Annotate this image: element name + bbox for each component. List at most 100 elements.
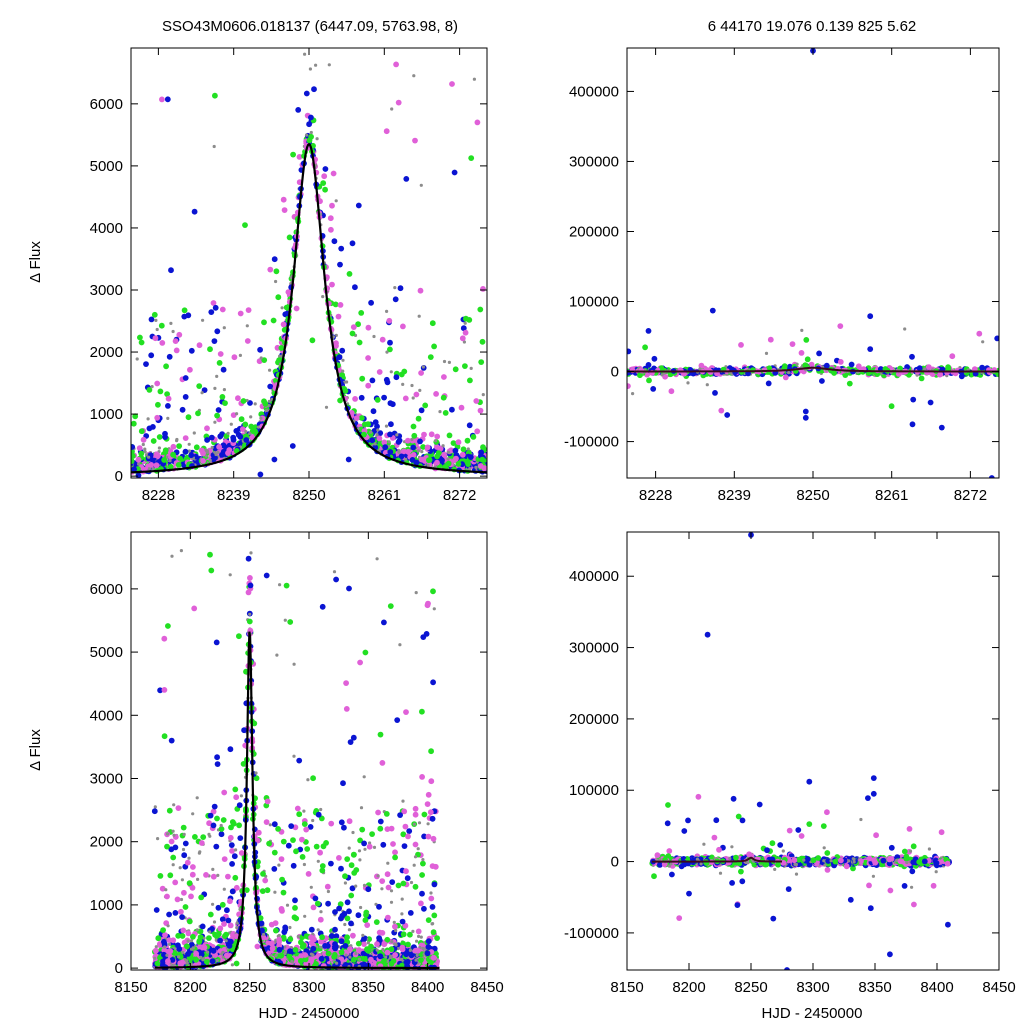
data-point-magenta [210,300,217,306]
data-point-magenta [385,914,391,921]
data-point-blue [172,844,179,851]
data-point-magenta [459,335,466,342]
panel-top-right: 8228 8239 8250 8261 8272-1000000100000200000… [564,47,1000,504]
data-point-green [368,943,374,950]
data-point-green [400,831,407,838]
data-point-magenta [296,154,303,160]
data-point-gray [389,889,394,893]
data-point-blue [387,449,394,455]
data-point-blue [347,739,354,745]
data-point-magenta [240,426,246,433]
data-point-magenta [384,871,391,878]
data-point-magenta [424,801,431,807]
data-point-gray [348,955,352,959]
data-point-blue [292,897,298,904]
data-point-blue [460,325,467,332]
data-point-gray [147,467,152,471]
data-point-blue [393,374,400,381]
data-point-gray [199,955,203,959]
data-point-blue [650,386,657,392]
data-point-gray [308,67,312,71]
data-point-blue [627,348,632,355]
data-point-blue [372,419,379,426]
data-point-blue [199,923,206,930]
data-point-green [223,931,230,938]
data-point-green [320,843,327,850]
data-point-magenta [437,445,444,452]
data-point-green [161,457,168,463]
data-point-gray [178,866,182,870]
data-point-blue [207,812,214,819]
data-point-magenta [412,137,418,144]
data-point-green [342,873,348,880]
data-point-blue [404,958,411,965]
data-point-gray [414,591,418,595]
data-point-blue [407,910,414,916]
data-point-gray [410,437,414,441]
data-point-gray [472,77,476,81]
data-point-magenta [458,404,465,411]
data-point-blue [179,914,186,920]
x-tick-label: 8300 [292,979,325,996]
data-point-gray [416,449,420,453]
data-point-magenta [182,435,189,441]
data-point-green [802,362,809,369]
data-point-magenta [187,366,193,373]
data-point-gray [222,326,226,330]
data-point-blue [345,456,352,463]
data-point-blue [418,407,425,414]
data-point-gray [466,447,470,451]
data-point-blue [765,380,772,387]
data-point-gray [462,340,466,344]
data-point-magenta [200,450,206,457]
data-point-green [430,929,437,936]
data-point-blue [161,938,167,945]
data-point-magenta [165,395,172,402]
data-point-green [232,786,239,793]
data-point-blue [212,454,218,461]
data-point-gray [316,928,320,932]
data-point-magenta [294,805,301,812]
data-point-gray [214,938,218,942]
data-point-green [186,918,193,925]
data-point-green [342,388,349,394]
y-tick-label: 3000 [90,770,123,787]
data-point-magenta [176,331,183,338]
data-point-green [151,311,158,318]
data-point-green [278,952,285,959]
data-point-green [137,334,143,341]
data-point-magenta [264,798,271,805]
data-point-blue [344,899,351,906]
data-point-blue [176,946,183,952]
data-point-gray [292,754,296,758]
data-point-green [212,92,218,99]
data-point-magenta [364,922,371,928]
data-point-magenta [233,794,240,801]
data-point-magenta [161,687,168,693]
data-point-blue [909,421,916,428]
data-point-magenta [441,451,447,458]
data-point-green [164,843,170,850]
data-point-gray [166,416,170,420]
data-point-magenta [434,433,441,440]
data-point-magenta [293,305,300,312]
data-point-gray [398,643,402,647]
data-point-blue [245,555,252,562]
data-point-blue [181,852,188,859]
data-point-green [200,834,207,840]
data-point-gray [238,907,242,912]
data-point-gray [169,321,173,325]
data-point-blue [346,585,352,592]
data-point-blue [368,299,374,306]
data-point-magenta [375,809,381,816]
data-point-gray [147,455,151,459]
model-curve [131,142,487,474]
data-point-blue [396,437,403,444]
data-point-blue [211,803,218,810]
data-point-blue [389,401,396,408]
data-point-gray [442,359,447,364]
data-point-blue [819,378,825,384]
data-point-gray [387,440,391,444]
data-point-magenta [229,848,235,854]
data-point-gray [393,286,397,290]
